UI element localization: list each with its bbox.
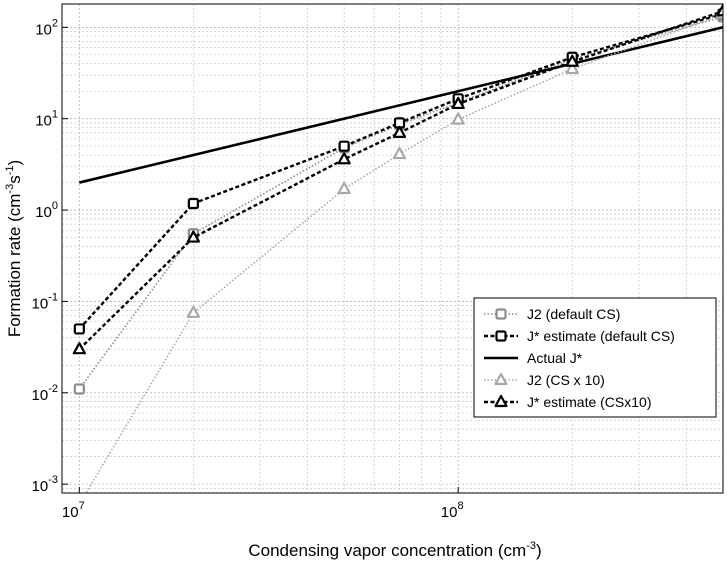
legend-label-1: J2 (default CS) bbox=[527, 306, 620, 322]
legend-label-5: J* estimate (CSx10) bbox=[527, 394, 651, 410]
legend-marker-4 bbox=[494, 372, 508, 386]
y-tick-label: 10-3 bbox=[32, 474, 58, 495]
series-2-point bbox=[187, 197, 199, 210]
y-tick-label: 101 bbox=[35, 109, 58, 130]
series-4-point bbox=[392, 146, 407, 160]
series-5-point bbox=[716, 4, 723, 17]
series-5-point bbox=[565, 54, 579, 67]
legend-marker-5 bbox=[494, 394, 508, 408]
legend: J2 (default CS) J* estimate (default CS) A… bbox=[473, 297, 717, 418]
series-4-point bbox=[337, 181, 351, 195]
series-1-point bbox=[73, 383, 85, 395]
y-tick-label: 102 bbox=[35, 17, 58, 38]
grid bbox=[61, 4, 724, 494]
series-5-point bbox=[337, 152, 351, 165]
series-5-point bbox=[451, 96, 465, 110]
x-tick-label: 107 bbox=[62, 500, 85, 521]
series-5-point bbox=[392, 125, 407, 138]
tick-labels: 107 108 10-3 10-2 10-1 100 101 102 bbox=[32, 17, 464, 521]
y-tick-label: 10-2 bbox=[32, 383, 58, 404]
series-4-point bbox=[186, 305, 200, 318]
legend-label-2: J* estimate (default CS) bbox=[527, 328, 675, 344]
y-tick-label: 100 bbox=[35, 200, 58, 221]
legend-marker-2 bbox=[495, 330, 507, 342]
legend-label-4: J2 (CS x 10) bbox=[527, 372, 605, 388]
series-line-3 bbox=[79, 26, 723, 184]
series-layer bbox=[72, 4, 723, 493]
series-5-point bbox=[186, 230, 200, 243]
y-axis-label: Formation rate (cm-3s-1) bbox=[4, 160, 24, 337]
series-5-point bbox=[72, 342, 86, 355]
series-4-point bbox=[565, 61, 579, 75]
plot-frame bbox=[61, 3, 724, 494]
y-tick-label: 10-1 bbox=[32, 291, 58, 312]
x-axis-label: Condensing vapor concentration (cm-3) bbox=[248, 540, 541, 560]
series-line-2 bbox=[78, 12, 723, 330]
legend-label-3: Actual J* bbox=[527, 350, 583, 366]
legend-marker-1 bbox=[495, 308, 507, 320]
series-2-point bbox=[338, 140, 350, 152]
series-4-point bbox=[451, 112, 465, 125]
series-line-4 bbox=[85, 13, 723, 493]
series-2-point bbox=[73, 323, 85, 335]
x-tick-label: 108 bbox=[441, 500, 464, 521]
